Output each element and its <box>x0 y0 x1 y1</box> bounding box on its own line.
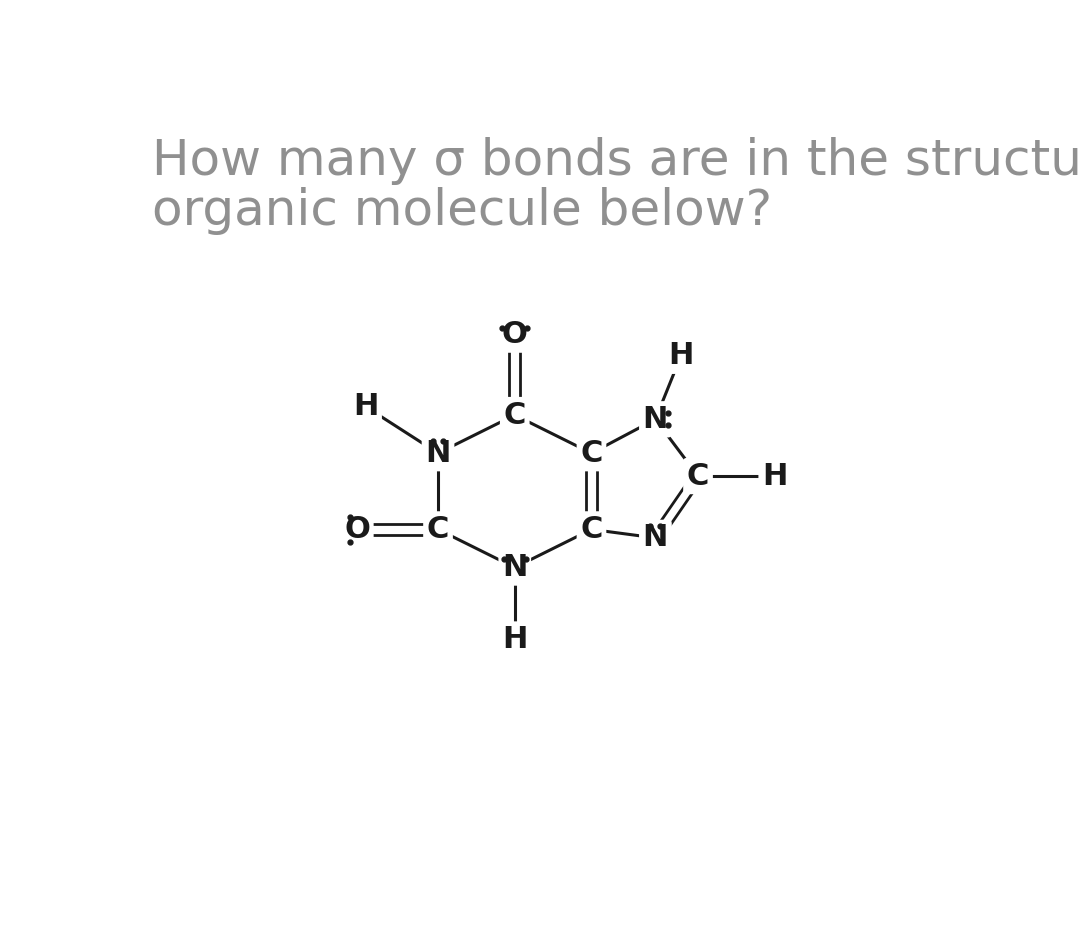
Text: H: H <box>669 341 693 371</box>
Text: C: C <box>580 439 603 467</box>
Text: H: H <box>762 462 787 490</box>
Text: How many σ bonds are in the structure of the: How many σ bonds are in the structure of… <box>152 137 1080 185</box>
Text: C: C <box>687 462 710 490</box>
Text: organic molecule below?: organic molecule below? <box>152 187 772 236</box>
Text: O: O <box>345 515 370 544</box>
Text: O: O <box>502 320 528 349</box>
Text: C: C <box>427 515 449 544</box>
Text: C: C <box>580 515 603 544</box>
Text: N: N <box>426 439 450 467</box>
Text: H: H <box>502 625 527 654</box>
Text: N: N <box>502 553 527 582</box>
Text: C: C <box>503 401 526 429</box>
Text: N: N <box>643 405 669 434</box>
Text: N: N <box>643 523 669 552</box>
Text: H: H <box>353 392 378 421</box>
